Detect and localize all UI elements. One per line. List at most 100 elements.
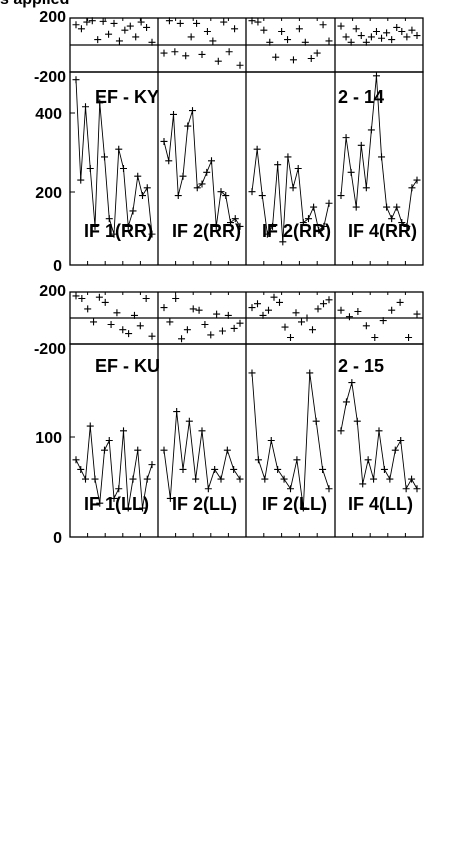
phase-point (132, 33, 140, 41)
phase-point (160, 304, 168, 312)
amplitude-point (280, 475, 288, 483)
amplitude-point (315, 226, 323, 234)
phase-point (214, 57, 222, 65)
phase-point (176, 19, 184, 27)
amplitude-point (189, 107, 196, 115)
amplitude-point (174, 192, 182, 200)
amplitude-point (72, 456, 80, 464)
phase-point (388, 306, 396, 314)
phase-point (121, 26, 129, 34)
amplitude-point (274, 465, 282, 473)
amplitude-point (120, 165, 127, 172)
phase-point (295, 25, 303, 33)
amplitude-series-line (251, 149, 330, 242)
if-channel-label: IF 2(LL) (262, 494, 327, 514)
phase-point (148, 332, 156, 340)
phase-point (301, 38, 309, 46)
amplitude-point (72, 76, 80, 84)
band-label: EF - KY (95, 87, 159, 107)
phase-point (314, 305, 322, 313)
phase-point (236, 319, 244, 327)
amplitude-point (77, 176, 85, 184)
amplitude-point (408, 184, 416, 192)
phase-point (166, 318, 174, 326)
amplitude-point (413, 176, 421, 184)
amplitude-point (173, 408, 181, 416)
amplitude-point (115, 485, 123, 493)
amplitude-point (380, 465, 388, 473)
phase-point (372, 28, 380, 35)
phase-point (110, 19, 118, 27)
if-channel-label: IF 2(RR) (172, 221, 241, 241)
phase-point (99, 17, 107, 25)
amplitude-point (397, 437, 405, 444)
band-label: EF - KU (95, 356, 160, 376)
phase-point (101, 298, 109, 306)
amplitude-point (222, 192, 230, 200)
phase-point (136, 322, 144, 330)
amplitude-point (143, 184, 151, 192)
phase-point (347, 38, 355, 46)
amplitude-point (347, 168, 355, 176)
phase-point (209, 37, 217, 45)
amplitude-point (261, 475, 269, 483)
phase-point (143, 23, 151, 31)
if-channel-label: IF 4(RR) (348, 221, 417, 241)
phase-point (182, 52, 190, 60)
amplitude-point (319, 465, 327, 473)
amplitude-point (185, 417, 193, 425)
amplitude-point (337, 427, 345, 435)
amplitude-point (372, 72, 380, 80)
phase-point (171, 48, 179, 56)
phase-point (307, 55, 315, 62)
phase-point (357, 32, 365, 40)
phase-point (379, 317, 387, 325)
phase-point (342, 33, 350, 41)
amplitude-series-line (163, 110, 241, 227)
amplitude-point (342, 134, 350, 142)
phase-point (248, 17, 256, 25)
amplitude-point (96, 499, 104, 507)
amplitude-point (115, 145, 123, 153)
phase-point (413, 310, 421, 318)
amplitude-point (217, 475, 225, 483)
amplitude-point (212, 222, 220, 230)
phase-point (72, 292, 80, 300)
amplitude-point (403, 222, 411, 230)
amplitude-point (96, 99, 104, 107)
amplitude-point (208, 157, 215, 165)
amplitude-point (160, 446, 168, 454)
amplitude-point (402, 485, 410, 493)
phase-point (371, 334, 379, 341)
scan-label: 2 - 15 (338, 356, 384, 376)
amplitude-point (91, 222, 99, 230)
if-channel-label: IF 4(LL) (348, 494, 413, 514)
amplitude-point (91, 475, 99, 483)
amplitude-point (393, 203, 401, 211)
amplitude-point (362, 184, 370, 192)
amplitude-point (204, 485, 212, 493)
amplitude-point (269, 222, 277, 230)
phase-point (231, 25, 239, 33)
amplitude-point (129, 207, 137, 215)
amplitude-point (306, 369, 314, 377)
phase-point (119, 326, 127, 334)
phase-point (142, 295, 150, 302)
amplitude-point (325, 485, 333, 493)
phase-point (94, 36, 102, 44)
amplitude-point (179, 465, 187, 473)
amplitude-point (86, 422, 94, 430)
phase-point (320, 300, 327, 308)
phase-point (378, 34, 386, 42)
amplitude-point (348, 379, 356, 387)
amplitude-point (134, 446, 142, 454)
phase-point (259, 311, 267, 319)
amplitude-point (236, 222, 244, 230)
phase-point (189, 305, 197, 313)
amplitude-point (148, 230, 156, 238)
amplitude-point (294, 165, 302, 172)
phase-tick-label: -200 (34, 69, 66, 86)
phase-point (367, 33, 375, 41)
amplitude-point (110, 230, 118, 238)
